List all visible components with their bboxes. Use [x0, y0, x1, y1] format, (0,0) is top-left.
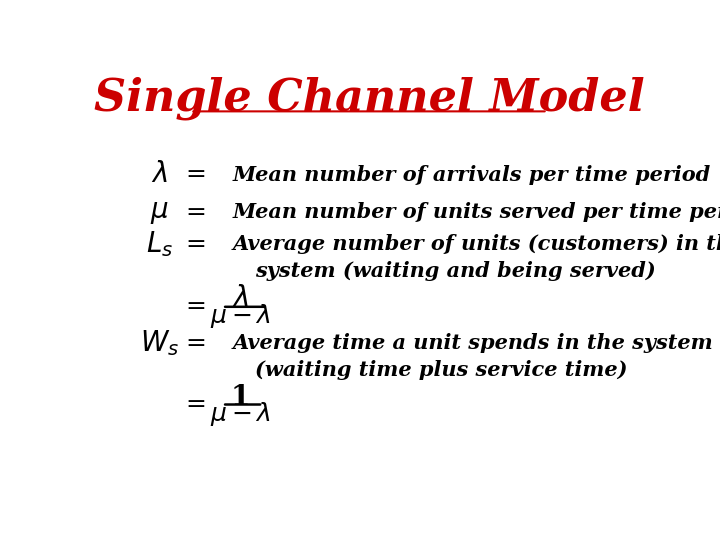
Text: $\lambda$: $\lambda$ [151, 161, 168, 188]
Text: Mean number of units served per time period: Mean number of units served per time per… [233, 202, 720, 222]
Text: =: = [186, 164, 207, 186]
Text: Average time a unit spends in the system: Average time a unit spends in the system [233, 333, 713, 353]
Text: (waiting time plus service time): (waiting time plus service time) [255, 360, 627, 380]
Text: $\mu - \lambda$: $\mu - \lambda$ [210, 400, 271, 428]
Text: =: = [186, 201, 207, 224]
Text: =: = [186, 393, 207, 416]
Text: Mean number of arrivals per time period: Mean number of arrivals per time period [233, 165, 711, 185]
Text: =: = [186, 233, 207, 256]
Text: system (waiting and being served): system (waiting and being served) [255, 261, 655, 281]
Text: $W_s$: $W_s$ [140, 328, 179, 358]
Text: 1: 1 [231, 384, 251, 411]
Text: $\mu - \lambda$: $\mu - \lambda$ [210, 302, 271, 330]
Text: Single Channel Model: Single Channel Model [94, 76, 644, 120]
Text: $L_s$: $L_s$ [146, 230, 174, 259]
Text: $\mu$: $\mu$ [150, 199, 169, 226]
Text: Average number of units (customers) in the: Average number of units (customers) in t… [233, 234, 720, 254]
Text: $\lambda$: $\lambda$ [233, 285, 249, 312]
Text: =: = [186, 332, 207, 355]
Text: =: = [186, 295, 207, 318]
